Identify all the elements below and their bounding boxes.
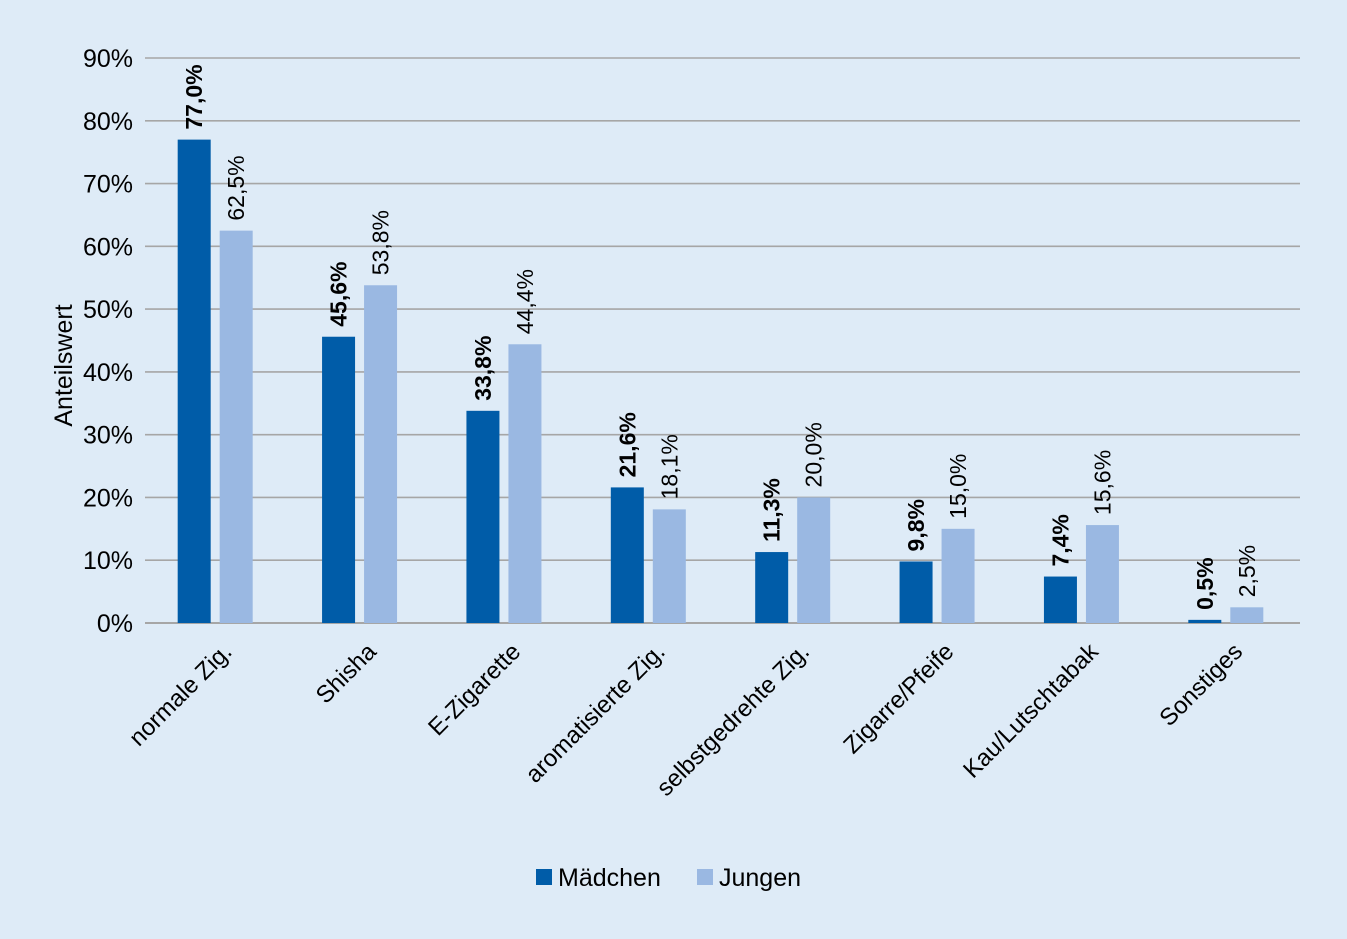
x-category-label: Sonstiges: [1154, 638, 1248, 732]
x-category-label: E-Zigarette: [423, 638, 526, 741]
x-category-label: Kau/Lutschtabak: [958, 637, 1104, 783]
bar-maedchen: [899, 561, 933, 623]
legend-label: Jungen: [719, 864, 801, 892]
bar-jungen: [652, 509, 686, 623]
legend-swatch: [536, 869, 552, 885]
data-label: 20,0%: [801, 422, 827, 487]
data-label: 15,6%: [1089, 450, 1115, 515]
legend-swatch: [697, 869, 713, 885]
bar-maedchen: [755, 552, 789, 623]
data-label: 62,5%: [223, 155, 249, 220]
x-category-label: Zigarre/Pfeife: [838, 638, 959, 759]
bar-jungen: [1085, 525, 1119, 623]
x-category-label: aromatisierte Zig.: [520, 638, 670, 788]
y-tick-label: 80%: [83, 108, 133, 136]
y-tick-label: 0%: [97, 610, 133, 638]
legend: Mädchen Jungen: [536, 864, 801, 892]
bar-jungen: [941, 528, 975, 623]
x-category-label: normale Zig.: [124, 638, 237, 751]
bar-jungen: [508, 344, 542, 623]
y-tick-label: 50%: [83, 296, 133, 324]
data-label: 33,8%: [470, 336, 496, 401]
x-category-label: selbstgedrehte Zig.: [652, 638, 815, 801]
x-axis-category-labels: normale Zig. Shisha E-Zigarettearomatisier…: [124, 637, 1248, 801]
bar-maedchen: [466, 410, 500, 623]
y-tick-label: 10%: [83, 547, 133, 575]
data-label: 2,5%: [1234, 545, 1260, 597]
data-label: 18,1%: [656, 434, 682, 499]
data-labels: 77,0% 62,5% 45,6% 53,8% 33,8% 44,4% 21,6% 18,1%…: [181, 64, 1260, 609]
bar-maedchen: [1188, 619, 1222, 623]
bars: [177, 139, 1264, 623]
data-label: 77,0%: [181, 64, 207, 129]
x-category-label: Shisha: [311, 638, 382, 709]
data-label: 44,4%: [512, 269, 538, 334]
bar-maedchen: [322, 336, 356, 623]
bar-jungen: [797, 497, 831, 623]
y-tick-label: 30%: [83, 422, 133, 450]
data-label: 53,8%: [368, 210, 394, 275]
bar-jungen: [219, 230, 253, 623]
bar-jungen: [364, 285, 398, 623]
data-label: 7,4%: [1047, 514, 1073, 566]
y-tick-label: 90%: [83, 45, 133, 73]
data-label: 21,6%: [614, 412, 640, 477]
data-label: 15,0%: [945, 454, 971, 519]
bar-maedchen: [610, 487, 644, 623]
y-tick-label: 20%: [83, 484, 133, 512]
bar-maedchen: [1043, 576, 1077, 623]
gridlines: [145, 57, 1300, 624]
data-label: 45,6%: [326, 262, 352, 327]
bar-maedchen: [177, 139, 211, 623]
data-label: 9,8%: [903, 499, 929, 551]
y-axis-title: Anteilswert: [50, 304, 78, 426]
bar-jungen: [1230, 607, 1264, 623]
y-tick-label: 60%: [83, 233, 133, 261]
legend-label: Mädchen: [558, 864, 661, 892]
y-tick-label: 40%: [83, 359, 133, 387]
data-label: 11,3%: [759, 478, 785, 542]
y-axis-tick-labels: 0% 10% 20% 30% 40% 50% 60% 70% 80% 90%: [83, 45, 133, 638]
data-label: 0,5%: [1192, 557, 1218, 609]
y-tick-label: 70%: [83, 171, 133, 199]
